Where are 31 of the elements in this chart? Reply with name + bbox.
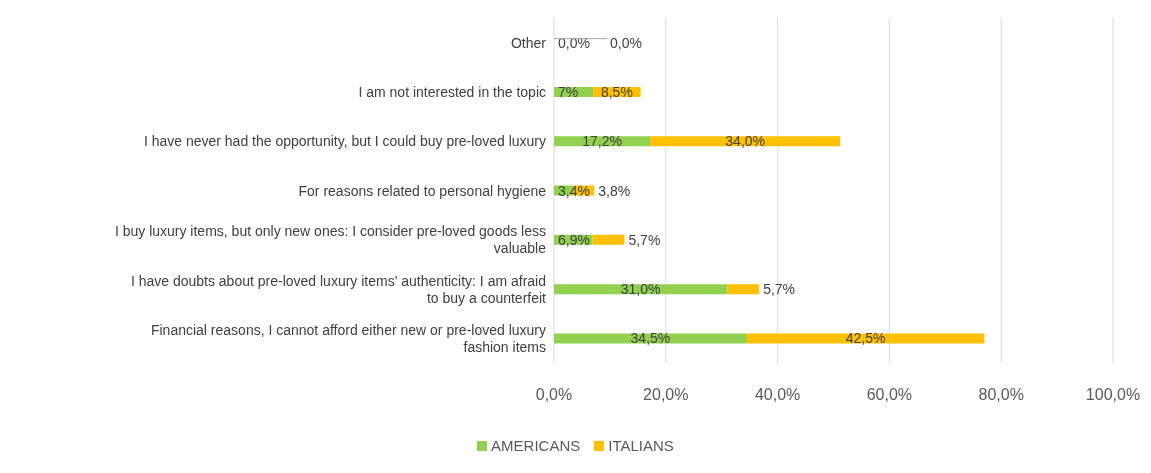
data-label: 34,0% (725, 133, 766, 150)
bar (746, 333, 985, 344)
data-label: 8,5% (600, 83, 633, 100)
legend-label: ITALIANS (607, 437, 674, 454)
data-label: 17,2% (582, 133, 622, 150)
x-tick-label: 20,0% (643, 386, 689, 404)
y-tick-label: Other (510, 34, 547, 51)
data-label: 31,0% (620, 281, 661, 298)
data-label: 0,0% (558, 34, 590, 51)
data-label: 5,7% (628, 231, 661, 248)
legend-label: AMERICANS (490, 437, 581, 454)
bar (592, 234, 625, 245)
x-tick-label: 0,0% (535, 386, 573, 404)
data-label: 3,8% (598, 182, 631, 199)
data-label: 34,5% (630, 330, 671, 347)
y-tick-label: I have doubts about pre-loved luxury items' authenticity: I am afraid to buy a counterfeit (130, 272, 547, 306)
x-tick-label: 80,0% (978, 386, 1024, 404)
data-label: 0,0% (610, 34, 642, 51)
x-tick-label: 100,0% (1085, 386, 1141, 404)
y-tick-label: I am not interested in the topic (358, 83, 546, 100)
data-label: 42,5% (845, 330, 886, 347)
data-label: 5,7% (763, 281, 796, 298)
data-label: 7% (558, 83, 579, 100)
y-tick-label: Financial reasons, I cannot afford either new or pre-loved luxury fashion items (150, 321, 546, 355)
data-label: 6,9% (558, 231, 590, 248)
y-tick-label: For reasons related to personal hygiene (298, 182, 547, 199)
x-tick-label: 60,0% (866, 386, 913, 404)
bar (727, 284, 760, 295)
y-tick-label: I buy luxury items, but only new ones: I consider pre-loved goods less valuable (114, 223, 547, 257)
x-tick-label: 40,0% (754, 386, 801, 404)
y-tick-label: I have never had the opportunity, but I could buy pre-loved luxury (143, 133, 546, 150)
